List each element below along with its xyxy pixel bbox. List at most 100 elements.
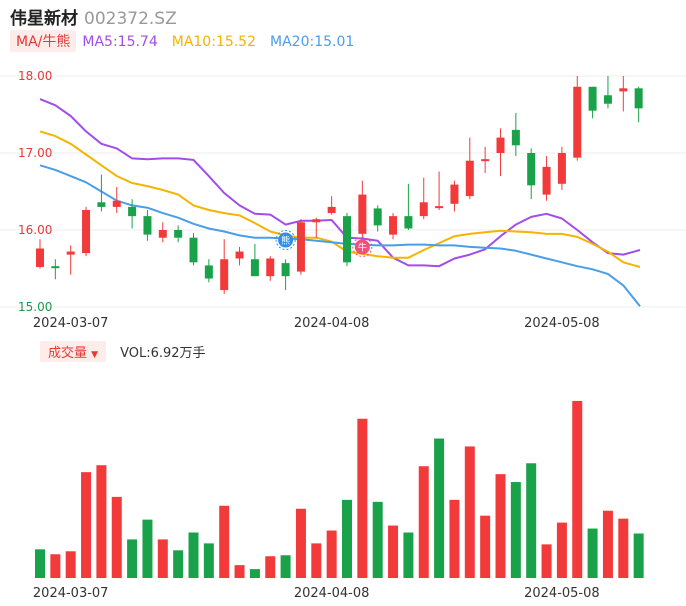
volume-value: VOL:6.92万手: [120, 346, 206, 361]
candle: [527, 148, 536, 200]
volume-bar: [111, 496, 122, 578]
volume-bar: [464, 446, 475, 578]
volume-bar: [342, 499, 352, 578]
candle: [373, 205, 382, 232]
ma5-value: MA5:15.74: [82, 34, 158, 50]
volume-bar: [372, 501, 383, 578]
volume-bar: [572, 400, 583, 578]
x-tick-label: 2024-04-08: [294, 316, 370, 331]
volume-bar: [173, 550, 184, 578]
y-tick-label: 18.00: [18, 69, 52, 83]
volume-bar: [127, 539, 138, 578]
volume-bar: [633, 533, 644, 578]
volume-bar: [326, 530, 337, 578]
volume-bars: [35, 400, 644, 578]
volume-bar: [526, 463, 537, 578]
candle: [51, 259, 60, 280]
ma-line-ma5: [39, 98, 641, 268]
candle: [235, 246, 244, 266]
candle: [465, 137, 474, 200]
ma-line-ma20: [39, 164, 641, 307]
volume-bar: [50, 554, 61, 578]
x-tick-label: 2024-05-08: [524, 586, 600, 601]
candle: [204, 259, 213, 283]
candle: [97, 174, 106, 212]
volume-bar: [157, 539, 168, 578]
candle: [189, 233, 198, 266]
volume-bar: [188, 532, 199, 578]
bear-signal-icon[interactable]: 熊: [275, 230, 296, 251]
x-tick-label: 2024-04-08: [294, 586, 370, 601]
candle: [250, 243, 259, 277]
candle: [603, 76, 612, 109]
candle: [327, 196, 336, 215]
ma20-value: MA20:15.01: [270, 34, 355, 50]
candle: [435, 171, 444, 210]
volume-bar: [541, 544, 552, 578]
candle: [389, 213, 398, 240]
candlestick-series: [36, 76, 643, 294]
price-axis: 18.00 17.00 16.00 15.00: [18, 69, 52, 314]
volume-bar: [602, 510, 613, 578]
volume-bar: [35, 549, 45, 578]
volume-bar: [357, 418, 368, 578]
volume-bar: [280, 555, 291, 578]
y-tick-label: 17.00: [18, 146, 52, 160]
moving-average-lines: [39, 98, 641, 307]
volume-tab-label: 成交量: [48, 346, 88, 361]
candle: [296, 219, 305, 275]
candle: [174, 225, 183, 243]
volume-bar: [203, 543, 214, 578]
y-tick-label: 15.00: [18, 300, 52, 314]
volume-bar: [234, 565, 245, 578]
volume-bar: [311, 543, 322, 578]
candle: [220, 239, 229, 294]
x-tick-label: 2024-05-08: [524, 316, 600, 331]
signal-label: 熊: [281, 235, 290, 247]
volume-bar: [556, 522, 567, 578]
candle: [158, 222, 167, 243]
x-tick-label: 2024-03-07: [33, 316, 109, 331]
candle: [404, 183, 413, 230]
dropdown-caret-icon: ▼: [91, 350, 99, 360]
bull-signal-icon[interactable]: 牛: [352, 236, 373, 257]
signal-markers: 熊牛: [275, 230, 373, 257]
volume-bar: [618, 518, 629, 578]
date-axis-volume: 2024-03-07 2024-04-08 2024-05-08: [33, 586, 600, 601]
volume-bar: [96, 465, 107, 578]
stock-name: 伟星新材: [10, 9, 78, 29]
candle: [419, 177, 428, 220]
ma10-value: MA10:15.52: [171, 34, 257, 50]
candle: [573, 76, 582, 161]
ma-indicator-tab[interactable]: MA/牛熊: [10, 30, 77, 52]
candle: [481, 146, 490, 174]
date-axis-price: 2024-03-07 2024-04-08 2024-05-08: [33, 316, 600, 331]
candle: [588, 86, 597, 119]
candle: [82, 206, 91, 257]
candle: [634, 86, 643, 123]
ma-legend: MA/牛熊 MA5:15.74 MA10:15.52 MA20:15.01: [10, 30, 368, 54]
volume-bar: [480, 515, 491, 578]
candle: [450, 180, 459, 212]
candle: [266, 256, 275, 281]
volume-bar: [65, 551, 76, 578]
candle: [542, 156, 551, 201]
candle: [112, 186, 121, 214]
volume-bar: [249, 569, 260, 578]
candle: [36, 239, 44, 269]
volume-bar: [495, 474, 506, 578]
candle: [128, 199, 137, 229]
candle: [557, 146, 566, 190]
volume-bar: [418, 466, 429, 578]
volume-bar: [403, 532, 414, 578]
volume-bar: [295, 508, 306, 578]
candle: [281, 259, 290, 291]
volume-bar: [587, 528, 598, 578]
candle: [343, 213, 351, 267]
candle: [358, 180, 367, 238]
volume-bar: [388, 525, 399, 578]
volume-bar: [81, 472, 92, 578]
volume-indicator-dropdown[interactable]: 成交量 ▼: [40, 341, 107, 362]
candle: [496, 128, 505, 177]
